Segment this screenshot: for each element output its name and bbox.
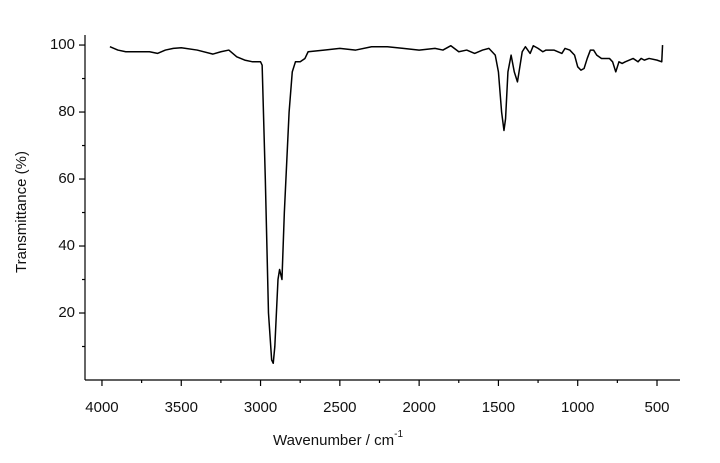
x-tick-label: 3000	[244, 399, 277, 416]
y-tick-label: 20	[58, 304, 75, 321]
x-tick-label: 2500	[323, 399, 356, 416]
x-tick-label: 1500	[482, 399, 515, 416]
x-axis-label-sup: -1	[394, 429, 403, 440]
x-axis-label: Wavenumber / cm-1	[273, 429, 403, 449]
spectrum-line	[109, 44, 664, 364]
x-axis-label-text: Wavenumber / cm	[273, 432, 394, 449]
y-tick-label: 40	[58, 237, 75, 254]
y-tick-label: 80	[58, 103, 75, 120]
y-axis-label: Transmittance (%)	[13, 151, 30, 273]
x-tick-label: 4000	[85, 399, 118, 416]
x-tick-label: 1000	[561, 399, 594, 416]
x-tick-label: 500	[644, 399, 669, 416]
x-tick-label: 2000	[402, 399, 435, 416]
y-tick-label: 100	[50, 36, 75, 53]
y-tick-label: 60	[58, 170, 75, 187]
x-tick-label: 3500	[165, 399, 198, 416]
